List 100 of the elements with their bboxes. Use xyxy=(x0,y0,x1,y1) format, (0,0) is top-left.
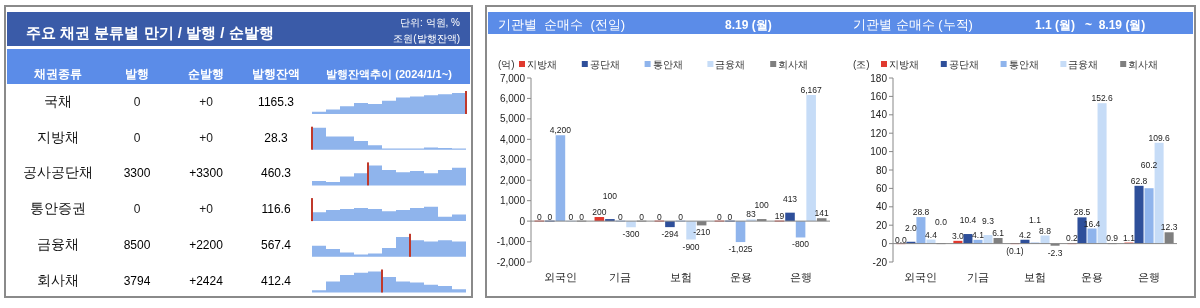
data-label: 200 xyxy=(592,207,607,218)
data-label: 4.1 xyxy=(972,229,985,240)
legend-label: 통안채 xyxy=(1008,59,1039,70)
legend-label: 공단채 xyxy=(948,59,979,70)
data-label: 0 xyxy=(657,212,662,223)
text: 조원(발행잔액) xyxy=(393,33,460,44)
data-label: 10.4 xyxy=(959,215,977,226)
y-tick-label: 0 xyxy=(881,238,888,250)
data-label: +0 xyxy=(199,95,214,109)
text: 발행잔액 xyxy=(252,67,300,81)
legend-label: 회사채 xyxy=(778,59,809,70)
data-label: +0 xyxy=(199,130,214,145)
legend-label: 지방채 xyxy=(889,59,919,70)
y-tick-label: 7,000 xyxy=(499,72,526,84)
y-tick-label: 140 xyxy=(870,109,888,121)
legend-label: 금융채 xyxy=(715,59,746,70)
data-label: 0 xyxy=(133,95,141,109)
data-label: -294 xyxy=(661,229,679,240)
data-label: +2200 xyxy=(189,237,224,252)
y-tick-label: 5,000 xyxy=(499,113,526,125)
data-label: 9.3 xyxy=(982,216,995,227)
y-tick-label: 6,000 xyxy=(499,92,526,104)
data-label: 8.8 xyxy=(1039,225,1052,236)
data-label: 0 xyxy=(717,212,723,223)
y-tick-label: 2,000 xyxy=(499,174,526,186)
category-label: 국채 xyxy=(44,93,72,109)
data-label: +2424 xyxy=(189,273,224,288)
data-label: 116.6 xyxy=(261,202,291,217)
data-label: 0.0 xyxy=(894,234,908,245)
data-label: 412.4 xyxy=(260,273,292,288)
x-tick-label: 은행 xyxy=(1138,271,1161,283)
data-label: 1165.3 xyxy=(258,95,295,109)
data-label: 0 xyxy=(727,212,733,223)
y-tick-label: 180 xyxy=(870,72,888,84)
data-label: 3.0 xyxy=(951,230,965,241)
category-label: 지방채 xyxy=(37,128,79,145)
data-label: 100 xyxy=(754,200,770,211)
data-label: 1.1 xyxy=(1123,232,1136,243)
y-axis-title: (억) xyxy=(498,59,515,70)
category-label: 통안증권 xyxy=(30,200,86,217)
data-label: -1,025 xyxy=(728,244,753,255)
y-tick-label: 80 xyxy=(875,164,888,176)
data-label: 567.4 xyxy=(260,237,292,252)
series-label: 발행 xyxy=(125,67,149,81)
data-label: 0 xyxy=(133,202,141,217)
data-label: 460.3 xyxy=(260,166,292,181)
data-label: 100 xyxy=(602,191,618,202)
y-tick-label: 4,000 xyxy=(499,133,526,145)
data-label: -2.3 xyxy=(1047,247,1063,258)
data-label: 28.8 xyxy=(912,207,930,218)
data-label: 109.6 xyxy=(1148,132,1170,143)
data-label: 0.9 xyxy=(1106,232,1119,243)
x-tick-label: 외국인 xyxy=(904,271,938,283)
data-label: 0 xyxy=(133,130,141,145)
data-label: -300 xyxy=(622,229,640,240)
data-label: (0.1) xyxy=(1006,245,1024,256)
y-tick-label: -20 xyxy=(872,256,888,268)
data-label: 0 xyxy=(618,212,624,223)
data-label: 4,200 xyxy=(549,125,572,136)
data-label: 3300 xyxy=(123,166,151,181)
data-label: 6,167 xyxy=(800,85,823,96)
y-tick-label: 1,000 xyxy=(499,195,526,207)
x-tick-label: 외국인 xyxy=(543,271,577,283)
data-label: -800 xyxy=(792,239,810,250)
y-tick-label: 20 xyxy=(875,219,888,231)
x-tick-label: 운용 xyxy=(729,271,752,283)
data-label: 0.2 xyxy=(1066,233,1079,244)
chart-title: 기관별 순매수 (전일) xyxy=(498,17,626,32)
data-label: 152.6 xyxy=(1091,93,1113,104)
x-tick-label: 보험 xyxy=(669,271,692,283)
data-label: 413 xyxy=(782,193,798,204)
legend-label: 공단채 xyxy=(589,59,620,70)
text: 단위: 억원, % xyxy=(399,17,461,28)
data-label: 28.3 xyxy=(264,130,288,145)
x-tick-label: 보험 xyxy=(1024,271,1046,283)
data-label: 3794 xyxy=(123,273,151,288)
data-label: 4.4 xyxy=(925,229,938,240)
data-label: 60.2 xyxy=(1140,160,1158,171)
chart-title: 기관별 순매수 (누적) xyxy=(853,17,973,32)
data-label: 28.5 xyxy=(1073,207,1091,218)
y-tick-label: 40 xyxy=(875,201,888,213)
y-tick-label: -1,000 xyxy=(496,236,526,248)
data-label: 1.1 xyxy=(1029,214,1042,225)
category-label: 회사채 xyxy=(37,271,79,288)
x-tick-label: 기금 xyxy=(966,271,989,283)
data-label: -900 xyxy=(682,241,700,252)
text: 주요 채권 분류별 만기 / 발행 / 순발행 xyxy=(26,24,274,41)
legend-label: 지방채 xyxy=(527,59,557,70)
data-label: 0 xyxy=(547,212,553,223)
x-tick-label: 은행 xyxy=(789,271,812,283)
data-label: 8500 xyxy=(123,237,151,252)
data-label: 0 xyxy=(536,212,542,223)
text: 채권종류 xyxy=(33,67,82,81)
legend-label: 통안채 xyxy=(652,59,683,70)
data-label: 83 xyxy=(746,209,757,220)
y-tick-label: 60 xyxy=(875,182,888,194)
y-tick-label: 160 xyxy=(870,90,888,102)
y-axis-title: (조) xyxy=(853,59,870,70)
y-tick-label: 100 xyxy=(870,146,888,158)
x-tick-label: 기금 xyxy=(609,271,632,283)
